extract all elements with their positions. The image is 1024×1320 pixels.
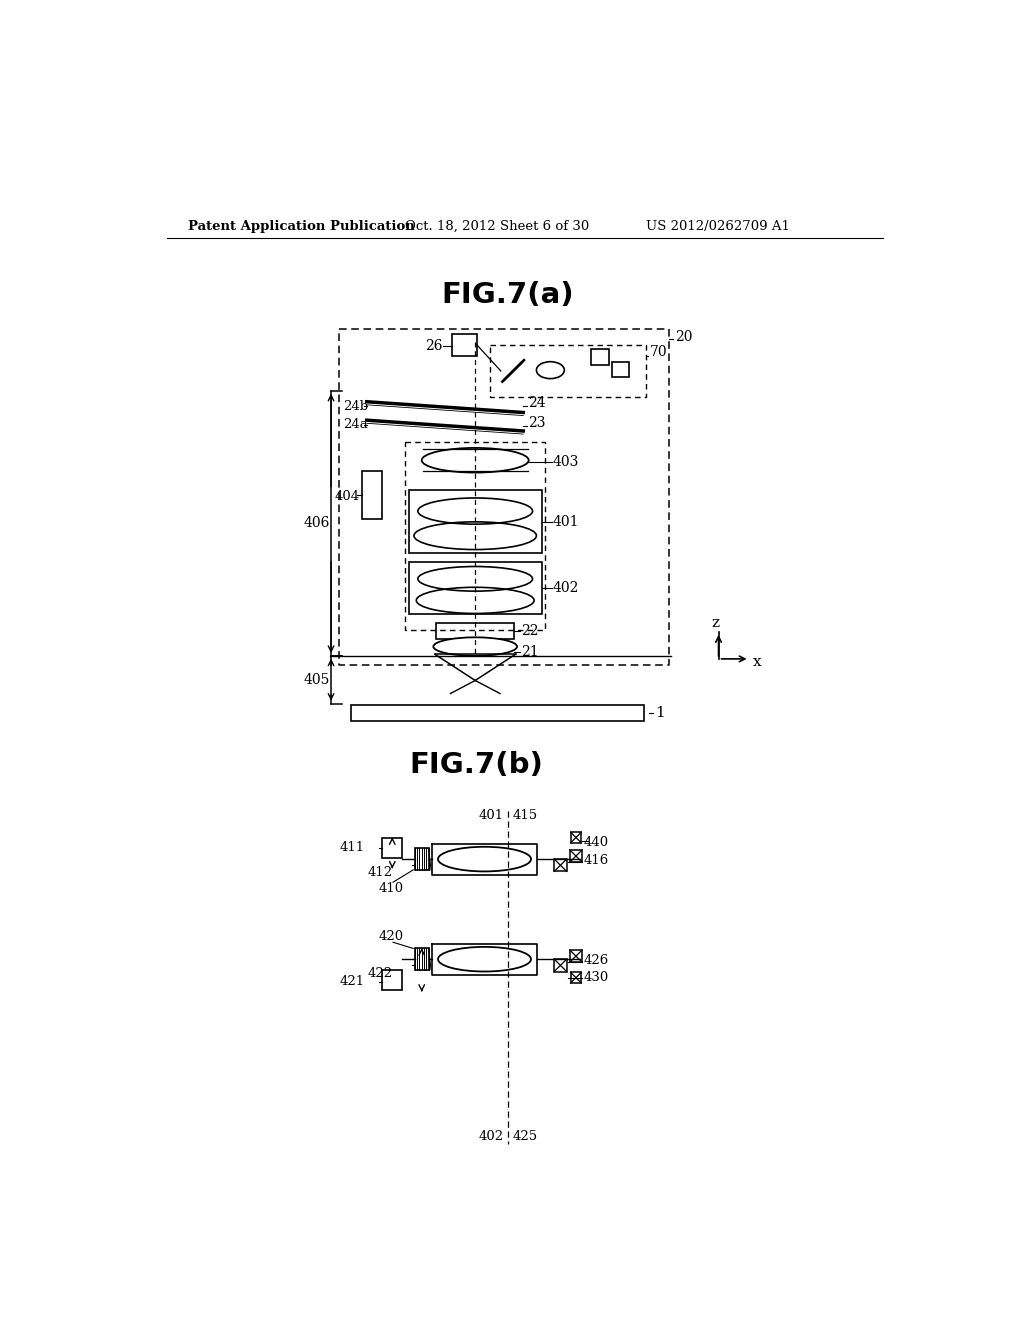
Text: 416: 416 <box>584 854 609 867</box>
Text: x: x <box>753 655 761 669</box>
Text: z: z <box>712 615 720 630</box>
Text: 26: 26 <box>425 339 442 354</box>
Text: FIG.7(b): FIG.7(b) <box>410 751 544 779</box>
Text: 405: 405 <box>304 673 331 686</box>
Text: 24: 24 <box>528 396 546 411</box>
Bar <box>570 973 582 983</box>
Text: 402: 402 <box>553 581 580 595</box>
Ellipse shape <box>438 847 531 871</box>
Text: 70: 70 <box>649 346 668 359</box>
Bar <box>409 490 542 553</box>
Ellipse shape <box>537 362 564 379</box>
Text: 412: 412 <box>368 866 393 879</box>
Text: 23: 23 <box>528 416 546 430</box>
Text: 440: 440 <box>584 836 609 849</box>
Text: 420: 420 <box>379 929 404 942</box>
Text: US 2012/0262709 A1: US 2012/0262709 A1 <box>646 219 790 232</box>
Bar <box>415 849 429 870</box>
Text: 20: 20 <box>675 330 692 345</box>
Text: 421: 421 <box>340 975 366 989</box>
Bar <box>592 350 608 364</box>
Bar <box>409 562 542 614</box>
Ellipse shape <box>422 447 528 473</box>
Text: 406: 406 <box>304 516 331 531</box>
Text: 425: 425 <box>512 1130 538 1143</box>
Bar <box>382 838 402 858</box>
Bar <box>415 948 429 970</box>
Bar <box>569 950 583 962</box>
Text: 415: 415 <box>512 809 538 822</box>
Bar <box>569 850 583 862</box>
Text: 21: 21 <box>521 645 539 659</box>
Text: 1: 1 <box>655 706 665 719</box>
Text: FIG.7(a): FIG.7(a) <box>441 281 574 309</box>
Bar <box>362 471 382 519</box>
Ellipse shape <box>438 946 531 972</box>
Bar <box>452 334 477 355</box>
Text: 24a: 24a <box>343 418 369 432</box>
Text: 22: 22 <box>521 624 539 638</box>
Text: 402: 402 <box>478 1130 504 1143</box>
Text: 422: 422 <box>368 966 393 979</box>
Text: 401: 401 <box>553 515 580 529</box>
Text: Patent Application Publication: Patent Application Publication <box>188 219 415 232</box>
Bar <box>382 970 402 990</box>
Text: 403: 403 <box>553 455 580 469</box>
Text: Oct. 18, 2012: Oct. 18, 2012 <box>406 219 496 232</box>
Text: 410: 410 <box>379 882 404 895</box>
Bar <box>554 960 566 972</box>
Text: Sheet 6 of 30: Sheet 6 of 30 <box>500 219 589 232</box>
Bar <box>570 832 582 843</box>
Bar <box>436 623 514 639</box>
Text: 426: 426 <box>584 954 609 968</box>
Bar <box>554 859 566 871</box>
Bar <box>351 705 644 721</box>
Text: 401: 401 <box>478 809 504 822</box>
Text: 411: 411 <box>340 841 366 854</box>
Text: 24b: 24b <box>343 400 369 413</box>
Ellipse shape <box>433 638 517 656</box>
Text: 430: 430 <box>584 972 609 985</box>
Text: 404: 404 <box>334 490 359 503</box>
Bar <box>611 362 629 378</box>
